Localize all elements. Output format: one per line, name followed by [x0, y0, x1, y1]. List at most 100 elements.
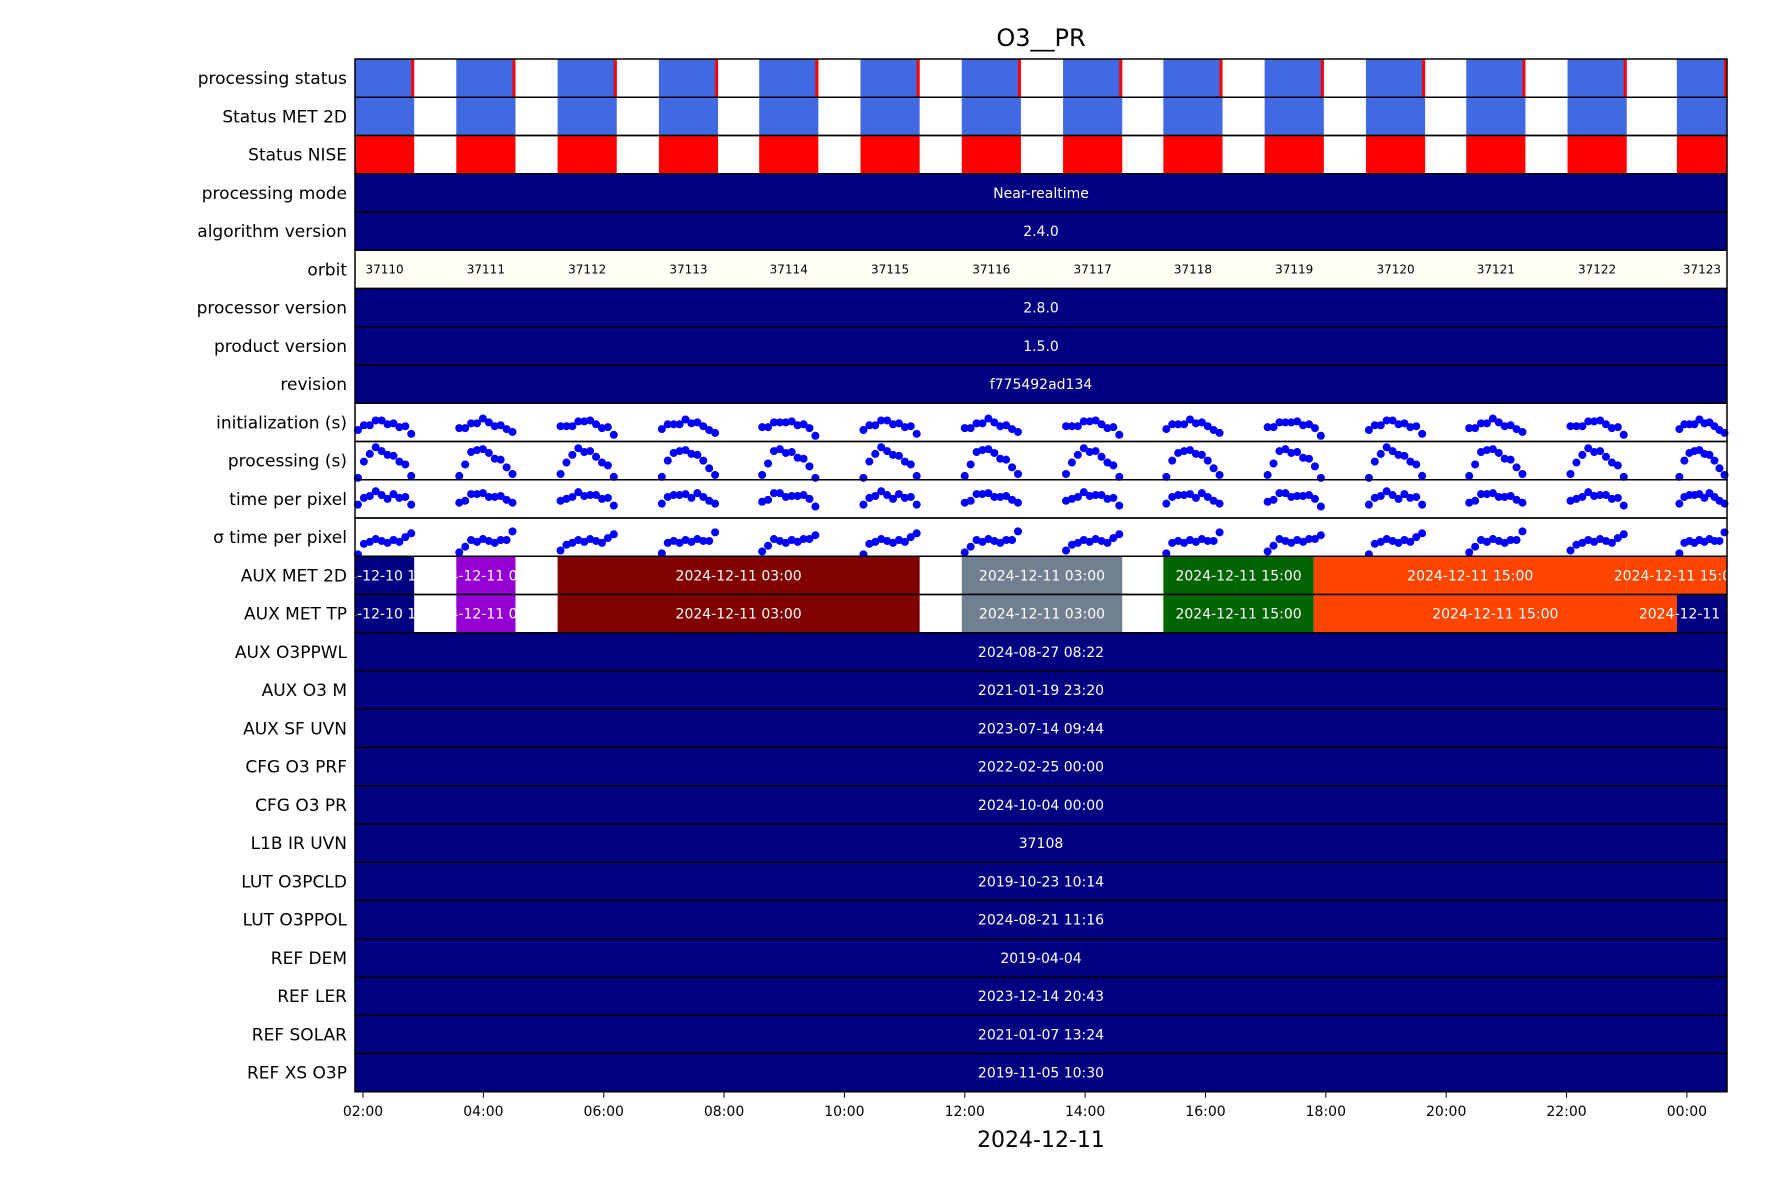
data-point — [1115, 430, 1124, 439]
segment-value: 2024-12-11 03:00 — [423, 607, 549, 623]
x-tick-label: 12:00 — [945, 1104, 985, 1120]
data-point — [1494, 448, 1503, 457]
constant-bar — [355, 632, 1727, 671]
orbit-label: 37111 — [467, 262, 505, 276]
constant-bar — [355, 1053, 1727, 1092]
data-point — [1471, 542, 1480, 551]
status-block — [860, 135, 920, 174]
data-point — [966, 460, 975, 469]
data-point — [556, 422, 565, 431]
segment-value: 2024-12-11 03:00 — [423, 568, 549, 584]
row-processor-version: 2.8.0 — [354, 287, 1728, 328]
data-point — [1364, 500, 1373, 509]
data-point — [1566, 546, 1575, 555]
data-point — [1465, 424, 1474, 433]
data-point — [1180, 538, 1189, 547]
data-point — [996, 538, 1005, 547]
data-point — [1584, 444, 1593, 453]
data-point — [1578, 450, 1587, 459]
data-point — [365, 449, 374, 458]
data-point — [395, 493, 404, 502]
data-point — [1382, 443, 1391, 452]
data-point — [490, 492, 499, 501]
data-point — [1607, 424, 1616, 433]
row-time-per-pixel — [353, 479, 1729, 519]
data-point — [383, 420, 392, 429]
data-point — [1382, 487, 1391, 496]
data-point — [657, 499, 666, 508]
status-block — [1365, 59, 1426, 98]
segment-value: 2024-12-10 15:00 — [322, 568, 448, 584]
data-point — [1482, 419, 1491, 428]
status-block — [961, 59, 1021, 98]
data-point — [1406, 493, 1415, 502]
data-point — [1073, 450, 1082, 459]
data-point — [484, 448, 493, 457]
data-point — [900, 457, 909, 466]
status-block — [1676, 59, 1727, 98]
data-point — [1310, 462, 1319, 471]
data-point — [597, 538, 606, 547]
status-block — [355, 135, 415, 174]
data-point — [978, 419, 987, 428]
status-block — [557, 135, 617, 174]
orbit-label: 37113 — [669, 262, 707, 276]
data-point — [1370, 421, 1379, 430]
data-point — [781, 448, 790, 457]
data-point — [699, 422, 708, 431]
data-point — [461, 542, 470, 551]
row-label: REF DEM — [271, 949, 347, 969]
data-point — [787, 417, 796, 426]
data-point — [1590, 537, 1599, 546]
x-axis-label: 2024-12-11 — [977, 1128, 1105, 1153]
constant-value: 2024-08-21 11:16 — [978, 913, 1104, 929]
data-point — [906, 460, 915, 469]
row-label: time per pixel — [229, 490, 347, 510]
segment-value: 2024-12-11 15:00 — [1175, 607, 1301, 623]
data-point — [996, 422, 1005, 431]
data-point — [1085, 417, 1094, 426]
data-point — [793, 453, 802, 462]
data-point — [1494, 418, 1503, 427]
x-tick-label: 06:00 — [584, 1104, 624, 1120]
data-point — [1590, 448, 1599, 457]
data-point — [787, 448, 796, 457]
data-point — [1299, 421, 1308, 430]
data-point — [1085, 537, 1094, 546]
status-block — [1264, 135, 1324, 174]
data-point — [687, 493, 696, 502]
data-point — [1085, 492, 1094, 501]
data-point — [1613, 534, 1622, 543]
data-point — [1418, 529, 1427, 538]
data-point — [1394, 494, 1403, 503]
data-point — [1067, 422, 1076, 431]
data-point — [1482, 490, 1491, 499]
data-point — [609, 501, 618, 510]
data-point — [764, 423, 773, 432]
data-point — [906, 492, 915, 501]
constant-bar — [355, 977, 1727, 1016]
data-point — [1394, 538, 1403, 547]
constant-value: f775492ad134 — [990, 377, 1093, 393]
segment-bar — [961, 594, 1123, 633]
data-point — [1097, 420, 1106, 429]
data-point — [1269, 459, 1278, 468]
data-point — [1062, 470, 1071, 479]
row-aux-o3ppwl: 2024-08-27 08:22 — [354, 632, 1728, 672]
data-point — [859, 500, 868, 509]
constant-bar — [355, 1015, 1727, 1054]
data-point — [1700, 493, 1709, 502]
data-point — [805, 535, 814, 544]
data-point — [1191, 419, 1200, 428]
status-block — [1365, 135, 1426, 174]
data-point — [389, 419, 398, 428]
data-point — [769, 418, 778, 427]
data-point — [1281, 445, 1290, 454]
status-edge — [512, 59, 516, 98]
data-point — [1073, 538, 1082, 547]
data-point — [508, 527, 517, 536]
data-point — [1085, 448, 1094, 457]
data-point — [1500, 538, 1509, 547]
data-point — [467, 490, 476, 499]
data-point — [496, 455, 505, 464]
